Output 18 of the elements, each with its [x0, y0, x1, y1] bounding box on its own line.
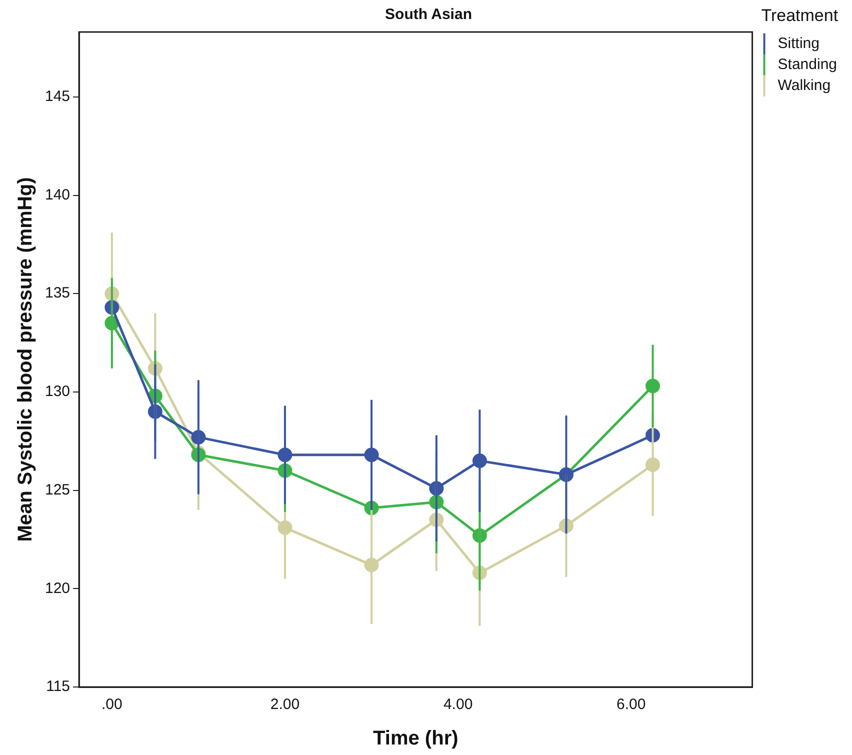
chart-title: South Asian: [385, 6, 472, 24]
legend-label: Sitting: [778, 35, 820, 52]
legend-title: Treatment: [761, 6, 838, 26]
x-tick-label: 2.00: [270, 696, 300, 714]
y-tick-label: 130: [44, 383, 70, 400]
x-axis-title: Time (hr): [373, 728, 458, 750]
legend-label: Walking: [778, 77, 831, 94]
x-tick-label: 6.00: [616, 696, 646, 714]
legend-label: Standing: [778, 56, 837, 74]
y-tick-label: 125: [44, 481, 70, 498]
y-tick-label: 115: [46, 678, 70, 696]
y-tick-label: 145: [44, 88, 70, 106]
x-tick-label: .00: [101, 696, 122, 714]
x-tick-label: 4.00: [443, 696, 473, 714]
y-tick-label: 135: [44, 284, 70, 302]
y-tick-label: 140: [44, 186, 70, 204]
y-tick-label: 120: [44, 580, 70, 597]
y-axis-title: Mean Systolic blood pressure (mmHg): [14, 177, 37, 542]
